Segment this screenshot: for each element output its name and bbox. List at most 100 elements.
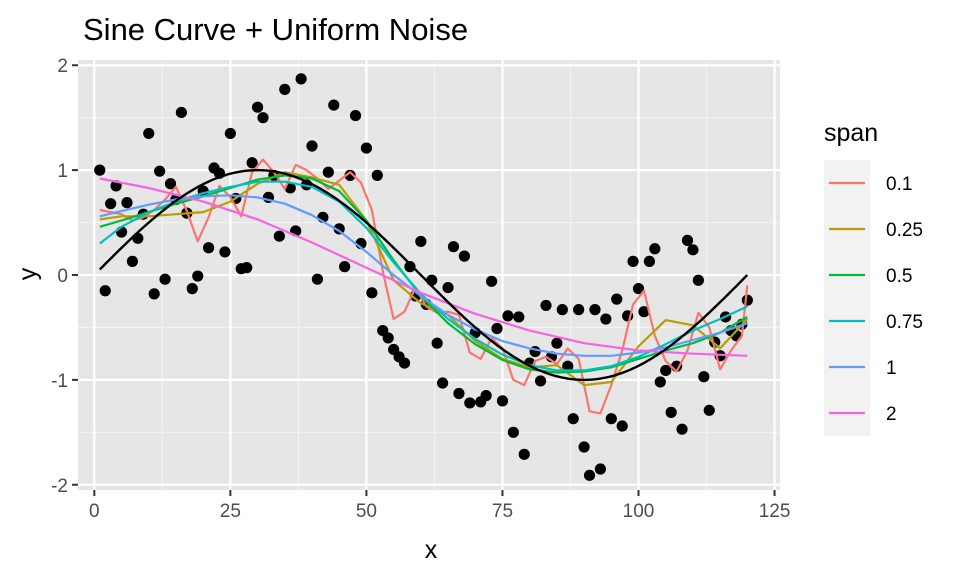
data-point — [534, 375, 547, 387]
y-tick-label: -2 — [51, 476, 68, 497]
data-point — [605, 413, 617, 425]
data-point — [632, 283, 645, 295]
x-tick-label: 0 — [89, 501, 100, 522]
data-point — [241, 262, 253, 274]
data-point — [159, 273, 171, 285]
data-point — [638, 306, 650, 318]
data-point — [246, 157, 258, 169]
data-point — [447, 241, 460, 253]
data-point — [344, 169, 356, 181]
data-point — [556, 304, 568, 316]
data-point — [154, 165, 166, 177]
data-point — [578, 441, 590, 453]
legend-key-background — [824, 160, 870, 436]
data-point — [513, 311, 525, 323]
data-point — [143, 127, 155, 140]
data-point — [485, 275, 498, 287]
legend-label: 0.5 — [886, 266, 912, 287]
data-point — [328, 99, 340, 111]
data-point — [99, 285, 111, 297]
data-point — [442, 281, 454, 294]
data-point — [349, 109, 362, 122]
data-point — [551, 337, 563, 349]
data-point — [105, 198, 117, 210]
data-point — [453, 387, 465, 400]
smooth-lines — [98, 158, 749, 415]
data-point — [611, 293, 623, 305]
data-point — [333, 223, 345, 235]
data-point — [257, 112, 269, 124]
data-point — [203, 242, 215, 254]
data-point — [322, 166, 334, 178]
data-point — [404, 261, 416, 273]
data-point — [480, 390, 492, 402]
x-tick-label: 100 — [623, 501, 655, 522]
data-point — [273, 230, 285, 242]
data-point — [567, 413, 579, 425]
legend-label: 0.1 — [886, 174, 912, 195]
y-tick-label: 1 — [57, 161, 68, 182]
y-tick-label: 0 — [57, 266, 68, 287]
data-point — [360, 142, 373, 154]
data-point — [654, 376, 666, 388]
data-point — [502, 310, 514, 322]
legend-label: 0.75 — [886, 312, 923, 333]
data-point — [741, 294, 753, 306]
data-point — [398, 357, 411, 369]
data-point — [164, 178, 177, 190]
data-point — [431, 337, 443, 349]
data-point — [295, 73, 307, 85]
data-point — [371, 169, 383, 181]
data-point — [94, 164, 106, 176]
data-point — [251, 101, 264, 113]
data-point — [627, 255, 639, 267]
data-point — [382, 332, 394, 344]
data-point — [681, 234, 694, 246]
x-axis-title: x — [425, 536, 438, 564]
data-point — [339, 261, 351, 273]
legend-label: 1 — [886, 358, 897, 379]
data-point — [148, 288, 160, 300]
data-point — [589, 304, 601, 316]
data-point — [306, 140, 318, 152]
data-point — [540, 299, 552, 312]
data-point — [643, 255, 655, 267]
data-point — [665, 406, 677, 418]
data-point — [594, 463, 607, 475]
data-point — [600, 313, 612, 325]
data-point — [676, 423, 688, 435]
data-point — [583, 469, 596, 481]
y-axis-title: y — [14, 267, 42, 280]
data-point — [464, 397, 476, 409]
data-point — [491, 322, 503, 335]
data-point — [175, 106, 187, 119]
data-point — [219, 246, 231, 258]
legend-title: span — [824, 119, 878, 147]
data-point — [366, 287, 378, 299]
chart-title: Sine Curve + Uniform Noise — [83, 12, 468, 47]
data-point — [496, 395, 509, 407]
data-point — [562, 360, 574, 372]
reference-sine-curve — [98, 168, 749, 382]
data-point — [311, 273, 324, 285]
y-tick-label: -1 — [51, 371, 68, 392]
data-point — [518, 448, 530, 460]
data-point — [573, 304, 585, 316]
legend-label: 0.25 — [886, 220, 923, 241]
data-point — [279, 83, 291, 95]
data-point — [660, 364, 672, 377]
series-line-span-1 — [99, 194, 748, 357]
x-tick-label: 75 — [492, 501, 513, 522]
data-point — [437, 377, 449, 389]
data-point — [192, 270, 204, 282]
x-tick-label: 50 — [356, 501, 377, 522]
data-point — [426, 274, 438, 286]
data-point — [415, 235, 427, 248]
data-point — [507, 426, 519, 438]
x-tick-label: 125 — [759, 501, 791, 522]
data-point — [687, 244, 699, 256]
plot-panel — [78, 60, 780, 490]
legend: span 0.1 0.25 0.5 0.75 1 2 — [824, 119, 923, 436]
data-point — [616, 420, 628, 432]
